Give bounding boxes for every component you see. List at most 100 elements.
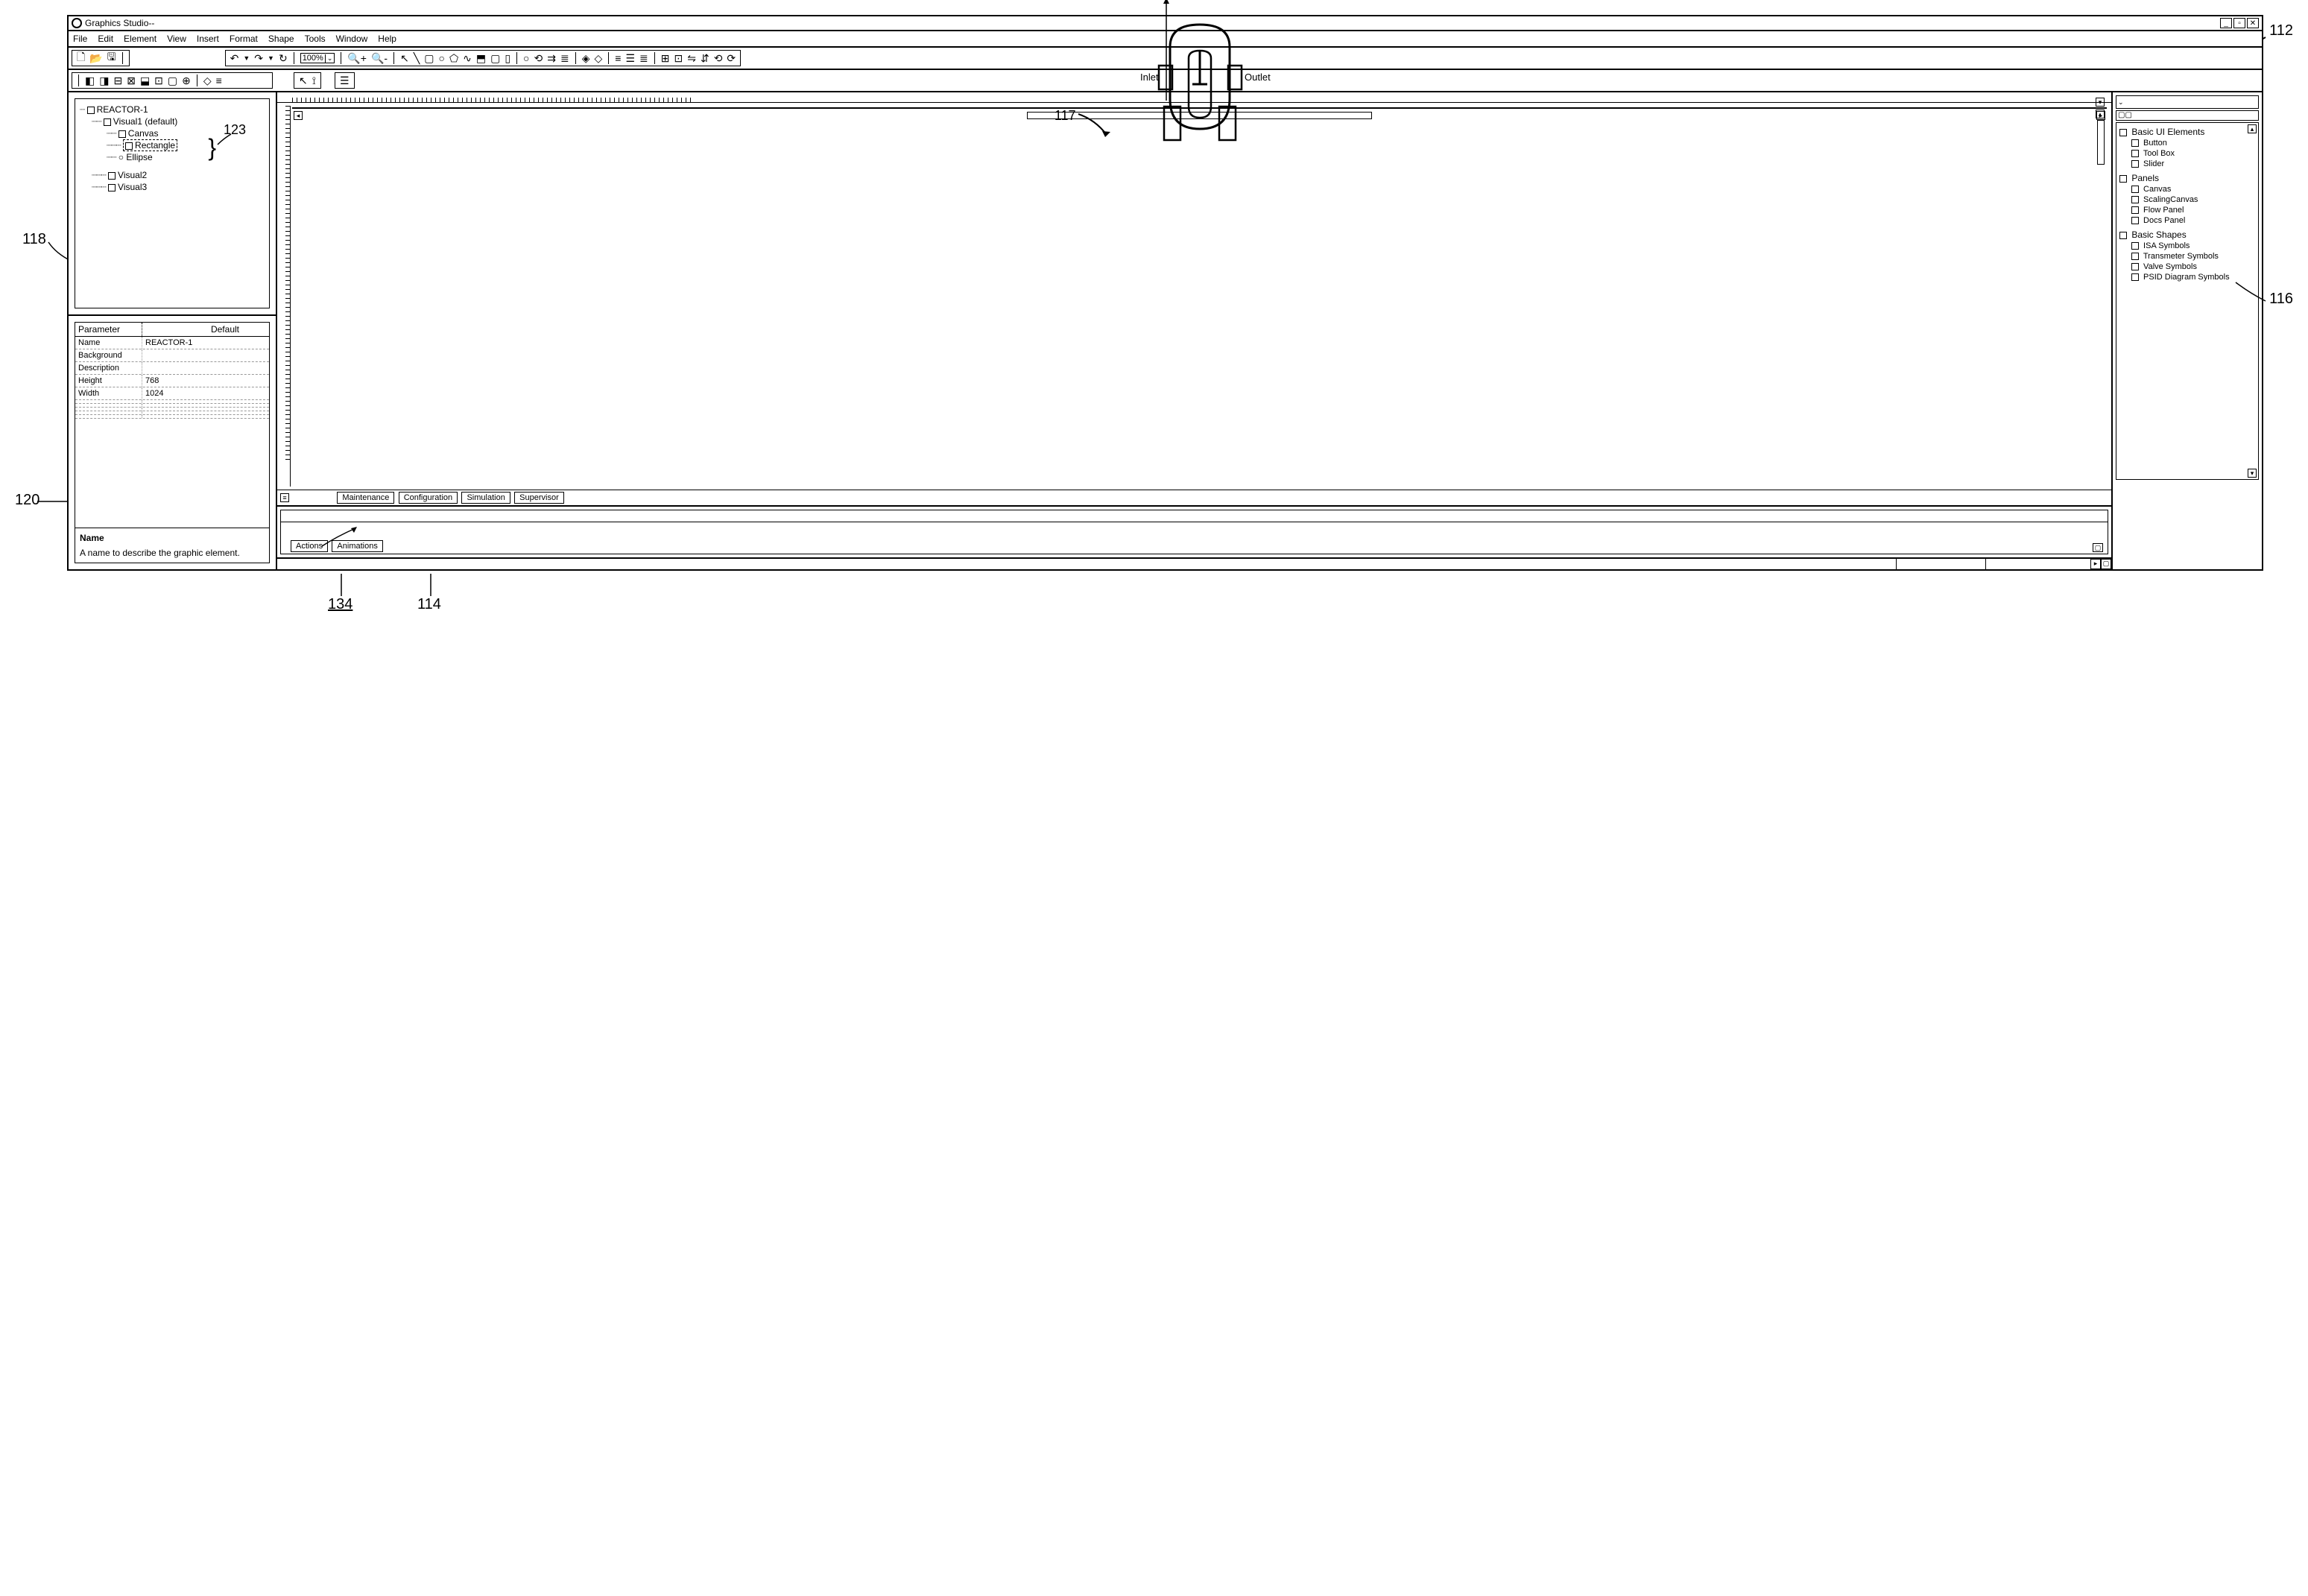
- align1-icon[interactable]: ≡: [615, 52, 621, 64]
- flip2-icon[interactable]: ⇵: [701, 52, 709, 65]
- palette-group[interactable]: Basic Shapes: [2119, 229, 2255, 241]
- redo-icon[interactable]: ↷: [254, 52, 263, 65]
- palette-group[interactable]: Panels: [2119, 172, 2255, 184]
- menu-edit[interactable]: Edit: [98, 34, 113, 44]
- palette-item[interactable]: ISA Symbols: [2119, 241, 2255, 251]
- tool-c-icon[interactable]: ⊟: [113, 75, 122, 87]
- tree-visual3[interactable]: ┈┈┈ Visual3: [80, 181, 265, 193]
- tab-actions[interactable]: Actions: [291, 540, 328, 552]
- shape5-icon[interactable]: ◇: [595, 52, 603, 65]
- menu-shape[interactable]: Shape: [268, 34, 294, 44]
- palette-scroll-dn[interactable]: ▾: [2248, 469, 2257, 478]
- palette-item[interactable]: Transmeter Symbols: [2119, 251, 2255, 262]
- menu-tools[interactable]: Tools: [305, 34, 326, 44]
- tree-rectangle[interactable]: ┈┈┈ Rectangle: [80, 139, 265, 151]
- group1-icon[interactable]: ⊞: [661, 52, 670, 65]
- canvas-area[interactable]: ▴ ▾ 117: [292, 107, 2107, 109]
- rect2-icon[interactable]: ▢: [490, 52, 500, 65]
- tool-b-icon[interactable]: ◨: [99, 75, 109, 87]
- palette-item[interactable]: Flow Panel: [2119, 205, 2255, 215]
- tool-d-icon[interactable]: ⊠: [127, 75, 136, 87]
- tree-visual2[interactable]: ┈┈┈ Visual2: [80, 169, 265, 181]
- prop-row-desc[interactable]: Description: [75, 362, 269, 375]
- palette-item[interactable]: Slider: [2119, 159, 2255, 169]
- tool-a-icon[interactable]: ◧: [85, 75, 95, 87]
- tree-panel: ┈ REACTOR-1 ┈┈ Visual1 (default) ┈┈ Canv…: [69, 92, 276, 316]
- scroll-up[interactable]: ▴: [2096, 110, 2105, 118]
- curve-icon[interactable]: ∿: [463, 52, 472, 65]
- lines-icon[interactable]: ≣: [560, 52, 569, 65]
- tab-simulation[interactable]: Simulation: [461, 492, 510, 504]
- new-icon[interactable]: 🗋: [77, 49, 85, 67]
- app-window: Graphics Studio-- _ ▫ ✕ File Edit Elemen…: [67, 15, 2263, 571]
- pointer2-icon[interactable]: ↖: [299, 75, 308, 87]
- prop-row-width[interactable]: Width1024: [75, 387, 269, 400]
- app-icon: [72, 18, 82, 28]
- shape-icon[interactable]: ⬒: [476, 52, 486, 65]
- tree-ellipse[interactable]: ┈┈ ○ Ellipse: [80, 151, 265, 163]
- dot-icon[interactable]: ○: [523, 52, 529, 64]
- polygon-icon[interactable]: ⬠: [449, 52, 458, 65]
- tool-h-icon[interactable]: ⊕: [182, 75, 191, 87]
- palette-group[interactable]: Basic UI Elements: [2119, 126, 2255, 138]
- pointer-icon[interactable]: ↖: [400, 52, 409, 65]
- tab-maintenance[interactable]: Maintenance: [337, 492, 394, 504]
- left-column: ┈ REACTOR-1 ┈┈ Visual1 (default) ┈┈ Canv…: [69, 92, 277, 569]
- canvas-column: for(let i=0;i<90;i++)document.write('<sp…: [277, 92, 2113, 569]
- tab-configuration[interactable]: Configuration: [399, 492, 458, 504]
- palette-item[interactable]: Tool Box: [2119, 148, 2255, 159]
- group2-icon[interactable]: ⊡: [674, 52, 683, 65]
- palette-item[interactable]: Canvas: [2119, 184, 2255, 194]
- palette-item[interactable]: Button: [2119, 138, 2255, 148]
- undo-icon[interactable]: ↶: [230, 52, 239, 65]
- palette-scroll-up[interactable]: ▴: [2248, 124, 2257, 133]
- align2-icon[interactable]: ☰: [625, 52, 635, 65]
- tree-root[interactable]: ┈ REACTOR-1: [80, 104, 265, 115]
- tool-g-icon[interactable]: ▢: [168, 75, 177, 87]
- tool-e-icon[interactable]: ⬓: [140, 75, 150, 87]
- palette-item[interactable]: ScalingCanvas: [2119, 194, 2255, 205]
- menu-element[interactable]: Element: [124, 34, 156, 44]
- menu-format[interactable]: Format: [230, 34, 258, 44]
- callout-120: 120: [15, 492, 39, 509]
- minimize-button[interactable]: _: [2220, 18, 2232, 28]
- ellipse-icon[interactable]: ○: [438, 52, 444, 64]
- tab-supervisor[interactable]: Supervisor: [514, 492, 564, 504]
- rot1-icon[interactable]: ⟲: [714, 52, 723, 65]
- save-icon[interactable]: 🖫: [107, 49, 116, 67]
- rect3-icon[interactable]: ▯: [505, 52, 510, 65]
- prop-row-name[interactable]: NameREACTOR-1: [75, 337, 269, 349]
- link-icon[interactable]: ⟟: [312, 75, 316, 87]
- menu-help[interactable]: Help: [378, 34, 396, 44]
- scroll-dn[interactable]: ▾: [2096, 98, 2105, 107]
- list-icon[interactable]: ☰: [340, 75, 350, 87]
- reactor-graphic[interactable]: Inlet Outlet: [1118, 10, 1282, 174]
- zoom-input[interactable]: 100%⌄: [300, 53, 335, 63]
- align3-icon[interactable]: ≣: [639, 52, 648, 65]
- tool-j-icon[interactable]: ≡: [216, 75, 222, 86]
- flow-icon[interactable]: ⇉: [547, 52, 556, 65]
- menu-view[interactable]: View: [167, 34, 186, 44]
- palette-item[interactable]: Valve Symbols: [2119, 262, 2255, 272]
- prop-row-height[interactable]: Height768: [75, 375, 269, 387]
- close-button[interactable]: ✕: [2247, 18, 2259, 28]
- tab-animations[interactable]: Animations: [332, 540, 382, 552]
- palette-item[interactable]: Docs Panel: [2119, 215, 2255, 226]
- line-icon[interactable]: ╲: [414, 52, 420, 65]
- menu-insert[interactable]: Insert: [197, 34, 219, 44]
- shape4-icon[interactable]: ◈: [582, 52, 590, 65]
- menu-window[interactable]: Window: [336, 34, 368, 44]
- tool-i-icon[interactable]: ◇: [203, 75, 212, 87]
- prop-row-bg[interactable]: Background: [75, 349, 269, 362]
- tool-f-icon[interactable]: ⊡: [154, 75, 163, 87]
- maximize-button[interactable]: ▫: [2233, 18, 2245, 28]
- open-icon[interactable]: 📂: [89, 52, 102, 65]
- zoom-in-icon[interactable]: 🔍+: [347, 52, 367, 65]
- refresh-icon[interactable]: ↻: [279, 52, 288, 65]
- rot2-icon[interactable]: ⟳: [727, 52, 736, 65]
- flip1-icon[interactable]: ⇋: [687, 52, 696, 65]
- menu-file[interactable]: File: [73, 34, 87, 44]
- rect-icon[interactable]: ▢: [424, 52, 434, 65]
- connector-icon[interactable]: ⟲: [534, 52, 543, 65]
- zoom-out-icon[interactable]: 🔍-: [371, 52, 388, 65]
